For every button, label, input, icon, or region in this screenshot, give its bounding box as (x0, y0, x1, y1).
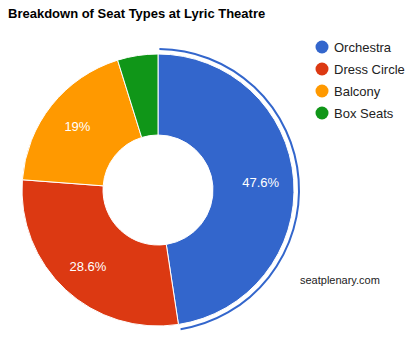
slice (158, 54, 294, 324)
chart: Breakdown of Seat Types at Lyric Theatre… (0, 0, 408, 343)
legend-swatch (316, 107, 329, 120)
slices (22, 49, 299, 329)
legend-label: Orchestra (334, 40, 392, 55)
data-labels: 47.6% 28.6% 19% (64, 119, 279, 274)
slice (22, 180, 178, 326)
legend: Orchestra Dress Circle Balcony Box Seats (316, 40, 405, 121)
slice (118, 54, 158, 137)
legend-swatch (316, 85, 329, 98)
data-label: 19% (64, 119, 90, 134)
legend-label: Box Seats (334, 106, 394, 121)
legend-swatch (316, 63, 329, 76)
selection-ring (159, 49, 299, 329)
data-label: 47.6% (242, 175, 279, 190)
legend-label: Dress Circle (334, 62, 405, 77)
watermark: seatplenary.com (300, 274, 380, 286)
legend-swatch (316, 41, 329, 54)
title: Breakdown of Seat Types at Lyric Theatre (8, 6, 265, 21)
legend-label: Balcony (334, 84, 381, 99)
data-label: 28.6% (70, 259, 107, 274)
